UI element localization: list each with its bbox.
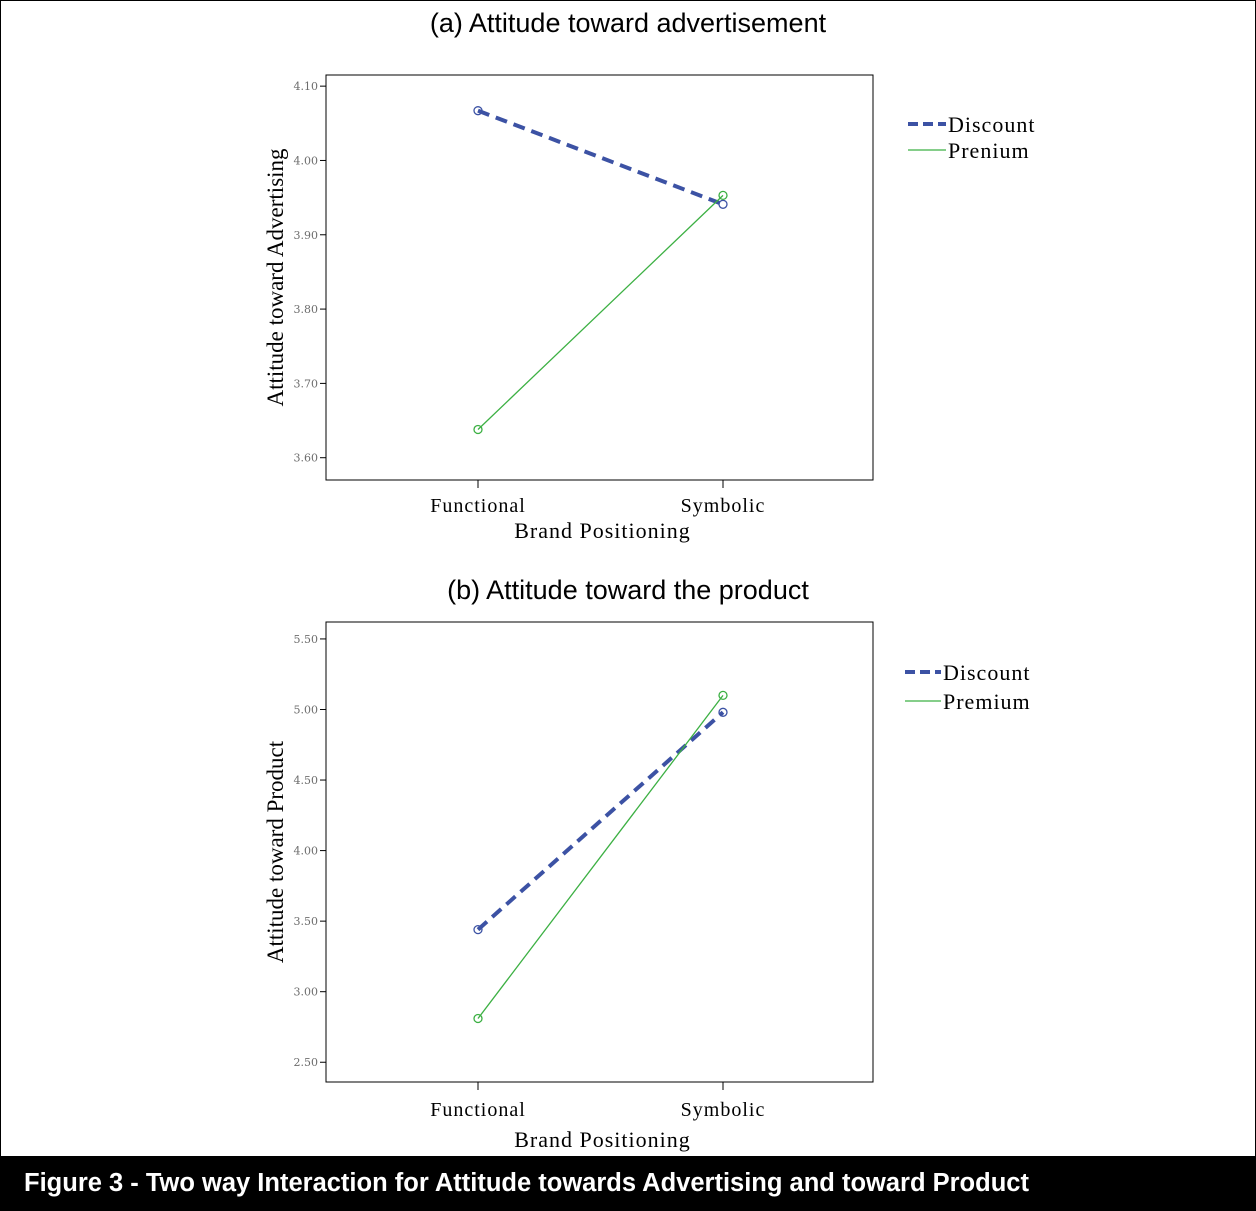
chart-b-data-point-discount xyxy=(473,924,483,935)
chart-a-y-tick-label: 3.90 xyxy=(294,229,319,242)
chart-a-y-tick-label: 3.80 xyxy=(294,303,319,316)
chart-a-y-tick-label: 4.10 xyxy=(294,80,319,93)
chart-a-y-tick-label: 3.70 xyxy=(294,377,319,390)
chart-a-y-axis-title: Attitude toward Advertising xyxy=(263,148,288,407)
figure-caption: Figure 3 - Two way Interaction for Attit… xyxy=(0,1156,1256,1211)
chart-a-series-line-discount xyxy=(477,108,724,207)
chart-b-legend-label-discount: Discount xyxy=(943,660,1030,685)
chart-a-title: (a) Attitude toward advertisement xyxy=(429,8,827,38)
chart-b-y-tick-label: 2.50 xyxy=(294,1056,319,1069)
chart-a-y-tick-label: 3.60 xyxy=(294,452,319,465)
chart-b: 2.50 3.00 3.50 4.00 4.50 5.00 5.50 Functional Sy… xyxy=(263,621,1031,1152)
chart-a-x-category-label: Functional xyxy=(430,495,526,517)
chart-b-y-tick-label: 3.00 xyxy=(294,986,319,999)
chart-b-x-axis-title: Brand Positioning xyxy=(514,1127,691,1152)
chart-a-y-tick-label: 4.00 xyxy=(294,154,319,167)
chart-a-data-point-prenium xyxy=(473,424,483,435)
chart-a-legend-label-prenium: Prenium xyxy=(948,138,1030,163)
chart-a-plot-area xyxy=(325,74,874,481)
chart-a-series-line-prenium xyxy=(477,194,724,430)
chart-b-title: (b) Attitude toward the product xyxy=(447,575,809,605)
chart-b-y-tick-label: 3.50 xyxy=(294,915,319,928)
chart-b-data-point-discount xyxy=(718,707,728,717)
chart-a-data-point-prenium xyxy=(718,190,728,201)
chart-b-y-tick-label: 5.50 xyxy=(294,633,319,646)
chart-a: 3.60 3.70 3.80 3.90 4.00 4.10 Functional Symbol… xyxy=(263,74,1035,543)
chart-b-y-axis-title: Attitude toward Product xyxy=(263,740,288,963)
chart-b-data-point-premium xyxy=(718,690,728,701)
chart-b-y-tick-label: 4.00 xyxy=(294,845,319,858)
chart-a-legend-label-discount: Discount xyxy=(948,112,1035,137)
chart-b-x-category-label: Functional xyxy=(430,1099,526,1121)
chart-a-data-point-discount xyxy=(718,199,728,209)
chart-b-series-line-premium xyxy=(477,694,724,1019)
chart-b-plot-area xyxy=(325,621,874,1083)
chart-a-x-axis-title: Brand Positioning xyxy=(514,518,691,543)
chart-b-y-tick-label: 4.50 xyxy=(294,774,319,787)
chart-a-data-point-discount xyxy=(473,106,483,116)
chart-b-legend-label-premium: Premium xyxy=(943,689,1031,714)
chart-a-x-category-label: Symbolic xyxy=(681,495,766,517)
chart-b-data-point-premium xyxy=(473,1013,483,1024)
chart-b-y-tick-label: 5.00 xyxy=(294,703,319,716)
chart-b-x-category-label: Symbolic xyxy=(681,1099,766,1121)
